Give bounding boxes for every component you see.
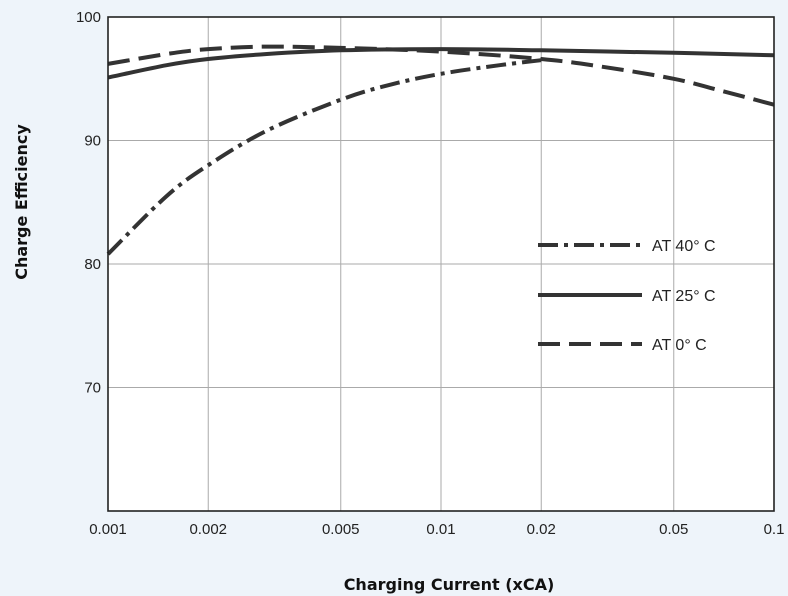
y-tick-labels: 70 80 90 100: [76, 9, 101, 397]
y-axis-title: Charge Efficiency: [12, 124, 31, 280]
legend-label-at-25-c: AT 25° C: [652, 288, 716, 305]
legend-label-at-0-c: AT 0° C: [652, 337, 707, 354]
x-tick-label: 0.01: [426, 521, 455, 538]
legend-label-at-40-c: AT 40° C: [652, 238, 716, 255]
y-tick-label: 80: [84, 256, 101, 273]
plot-frame: [107, 16, 775, 512]
x-tick-label: 0.05: [659, 521, 688, 538]
legend: AT 40° C AT 25° C AT 0° C: [538, 238, 716, 354]
x-tick-label: 0.02: [527, 521, 556, 538]
y-tick-label: 100: [76, 9, 101, 26]
y-tick-label: 70: [84, 380, 101, 397]
x-tick-label: 0.1: [764, 521, 785, 538]
y-tick-label: 90: [84, 133, 101, 150]
x-tick-label: 0.005: [322, 521, 360, 538]
series-line-at-25-c: [107, 47, 775, 80]
series-line-at-40-c: [106, 58, 542, 256]
series-layer: [106, 44, 775, 256]
x-axis-title: Charging Current (xCA): [344, 575, 555, 594]
x-tick-label: 0.001: [89, 521, 127, 538]
grid-lines: [107, 16, 775, 511]
x-tick-label: 0.002: [189, 521, 227, 538]
series-line-at-0-c: [107, 44, 775, 107]
x-tick-labels: 0.001 0.002 0.005 0.01 0.02 0.05 0.1: [89, 521, 784, 538]
